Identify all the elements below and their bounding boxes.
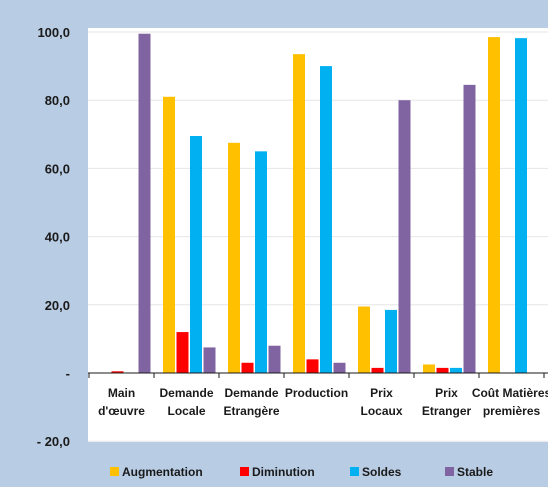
bar-soldes-1	[190, 136, 202, 373]
legend-label-soldes: Soldes	[362, 465, 402, 479]
bar-augmentation-3	[293, 54, 305, 373]
bars	[111, 33, 527, 374]
legend-swatch-diminution	[240, 467, 249, 476]
category-label: Main d'œuvre	[98, 386, 145, 418]
y-tick-label: 20,0	[45, 298, 70, 313]
bar-stable-2	[268, 345, 281, 373]
bar-diminution-2	[241, 362, 254, 373]
category-label: Coût Matières premières	[472, 386, 548, 418]
y-tick-label: 60,0	[45, 161, 70, 176]
category-label: Demande Locale	[159, 386, 213, 418]
plot-area	[88, 28, 548, 442]
legend-label-diminution: Diminution	[252, 465, 315, 479]
category-label: Demande Etrangère	[223, 386, 279, 418]
category-labels: Main d'œuvre Demande Locale Demande Etrangère…	[98, 386, 548, 418]
legend: Augmentation Diminution Soldes Stable	[110, 465, 493, 479]
y-tick-label: 100,0	[37, 25, 70, 40]
legend-label-stable: Stable	[457, 465, 493, 479]
legend-label-augmentation: Augmentation	[122, 465, 203, 479]
y-tick-label: -	[66, 366, 70, 381]
y-tick-label: 80,0	[45, 93, 70, 108]
bar-stable-4	[398, 100, 411, 373]
y-tick-label: 40,0	[45, 230, 70, 245]
category-label: Production	[285, 386, 348, 400]
bar-stable-5	[463, 84, 476, 373]
bar-stable-0	[138, 33, 151, 374]
bar-soldes-4	[385, 309, 397, 373]
category-label: Prix Locaux	[360, 386, 402, 418]
bar-diminution-5	[436, 367, 449, 373]
bar-stable-1	[203, 347, 216, 373]
bar-soldes-2	[255, 151, 267, 373]
bar-soldes-5	[450, 367, 462, 373]
bar-augmentation-6	[488, 37, 500, 374]
y-tick-labels: 100,0 80,0 60,0 40,0 20,0 - - 20,0	[37, 25, 70, 449]
bar-soldes-3	[320, 66, 332, 373]
category-label: Prix Etranger	[422, 386, 472, 418]
bar-diminution-1	[176, 332, 189, 373]
bar-diminution-4	[371, 367, 384, 373]
legend-swatch-augmentation	[110, 467, 119, 476]
axes	[88, 372, 548, 378]
bar-soldes-6	[515, 38, 527, 373]
legend-swatch-soldes	[350, 467, 359, 476]
bar-diminution-0	[111, 371, 124, 373]
bar-augmentation-4	[358, 306, 370, 373]
legend-swatch-stable	[445, 467, 454, 476]
bar-diminution-3	[306, 359, 319, 373]
bar-augmentation-1	[163, 96, 175, 373]
bar-augmentation-5	[423, 364, 435, 373]
y-tick-label: - 20,0	[37, 434, 70, 449]
bar-augmentation-2	[228, 142, 240, 373]
bar-stable-3	[333, 362, 346, 373]
